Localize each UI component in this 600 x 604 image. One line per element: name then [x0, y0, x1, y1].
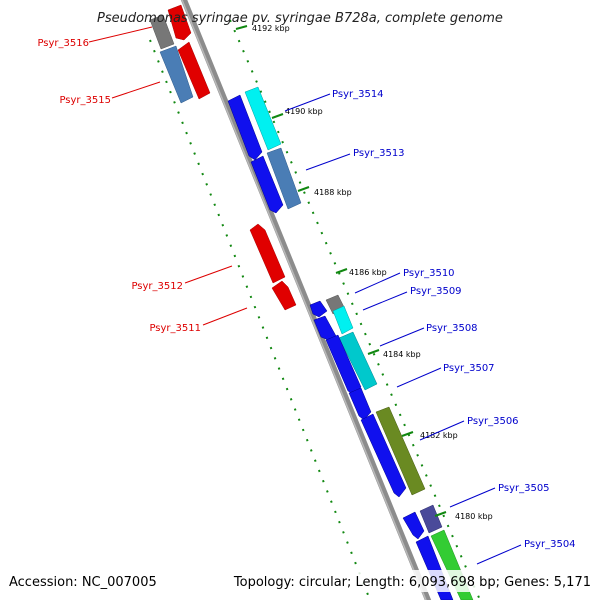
gene-label-psyr-3510[interactable]: Psyr_3510 [403, 268, 455, 279]
gene-label-psyr-3509[interactable]: Psyr_3509 [410, 286, 462, 297]
label-leader [354, 272, 401, 294]
tick-mark [367, 349, 380, 355]
tick-mark [434, 511, 447, 517]
label-leader [396, 367, 442, 388]
tick: 4188 kbp [297, 186, 352, 197]
tick: 4190 kbp [271, 107, 323, 119]
gene-features [149, 4, 474, 601]
gene-feature-blue-1[interactable] [227, 94, 263, 161]
genome-summary-text: Topology: circular; Length: 6,093,698 bp… [233, 575, 591, 590]
accession-text: Accession: NC_007005 [9, 575, 157, 590]
footer-left-bg [0, 570, 160, 592]
gene-label-psyr-3513[interactable]: Psyr_3513 [353, 148, 405, 159]
label-leader [449, 487, 496, 508]
gene-feature-blue-3[interactable] [309, 300, 328, 318]
gene-label-psyr-3505[interactable]: Psyr_3505 [498, 483, 550, 494]
tick-label: 4182 kbp [420, 431, 458, 440]
label-leader [202, 307, 248, 326]
gene-label-psyr-3514[interactable]: Psyr_3514 [332, 89, 384, 100]
tick: 4182 kbp [401, 431, 458, 440]
label-leader [305, 153, 351, 171]
tick-label: 4186 kbp [349, 268, 387, 277]
label-leader [111, 81, 161, 99]
label-leader [419, 420, 465, 441]
right-labels: Psyr_3514 Psyr_3513 Psyr_3510 Psyr_3509 … [284, 89, 576, 565]
gene-feature-gray-top[interactable] [149, 14, 175, 50]
label-leader [284, 93, 331, 112]
track-guides [149, 19, 481, 601]
gene-label-psyr-3504[interactable]: Psyr_3504 [524, 539, 576, 550]
gene-feature-psyr-3508[interactable] [338, 331, 378, 391]
gene-feature-blue-6[interactable] [348, 387, 372, 421]
gene-feature-psyr-3505[interactable] [419, 504, 443, 534]
tick-mark [401, 431, 414, 437]
tick-mark [235, 25, 248, 30]
label-leader [379, 327, 425, 347]
gene-feature-psyr-3515[interactable] [159, 45, 194, 104]
gene-feature-psyr-3511[interactable] [271, 280, 297, 311]
gene-feature-psyr-3513[interactable] [266, 147, 302, 210]
gene-label-psyr-3511[interactable]: Psyr_3511 [149, 323, 201, 334]
gene-label-psyr-3515[interactable]: Psyr_3515 [59, 95, 111, 106]
gene-feature-psyr-3516[interactable] [167, 4, 192, 41]
tick-label: 4184 kbp [383, 350, 421, 359]
map-title: Pseudomonas syringae pv. syringae B728a,… [97, 11, 503, 26]
tick-label: 4180 kbp [455, 512, 493, 521]
tick: 4186 kbp [335, 268, 387, 277]
tick-mark [271, 113, 284, 119]
tick: 4184 kbp [367, 349, 421, 359]
tick: 4192 kbp [235, 24, 290, 33]
label-leader [184, 265, 233, 284]
gene-label-psyr-3506[interactable]: Psyr_3506 [467, 416, 519, 427]
gene-feature-red-2[interactable] [177, 41, 211, 100]
gene-feature-blue-7[interactable] [402, 511, 425, 540]
tick-label: 4188 kbp [314, 188, 352, 197]
backbone-highlight [181, 0, 429, 604]
footer-right-bg [258, 570, 600, 592]
backbone [180, 0, 433, 604]
gene-feature-psyr-3507[interactable] [360, 413, 407, 498]
gene-feature-psyr-3509[interactable] [332, 305, 354, 335]
gene-feature-blue-2[interactable] [250, 155, 284, 214]
label-leader [88, 26, 153, 43]
tick-label: 4192 kbp [252, 24, 290, 33]
label-leader [362, 291, 408, 311]
backbone-line [180, 0, 433, 604]
gene-label-psyr-3512[interactable]: Psyr_3512 [131, 281, 183, 292]
left-labels: Psyr_3516 Psyr_3515 Psyr_3512 Psyr_3511 [37, 26, 248, 334]
tick-label: 4190 kbp [285, 107, 323, 116]
tick-mark [335, 268, 348, 274]
gene-label-psyr-3507[interactable]: Psyr_3507 [443, 363, 495, 374]
gene-feature-psyr-3512[interactable] [249, 223, 286, 284]
tick: 4180 kbp [434, 511, 493, 521]
ticks: 4192 kbp 4190 kbp 4188 kbp 4186 kbp 4184… [235, 24, 493, 521]
label-leader [476, 544, 522, 565]
outer-left-guide [149, 39, 371, 601]
gene-feature-psyr-3506[interactable] [375, 406, 426, 496]
gene-label-psyr-3508[interactable]: Psyr_3508 [426, 323, 478, 334]
gene-label-psyr-3516[interactable]: Psyr_3516 [37, 38, 89, 49]
tick-mark [297, 186, 310, 192]
gene-feature-psyr-3514[interactable] [244, 86, 282, 151]
